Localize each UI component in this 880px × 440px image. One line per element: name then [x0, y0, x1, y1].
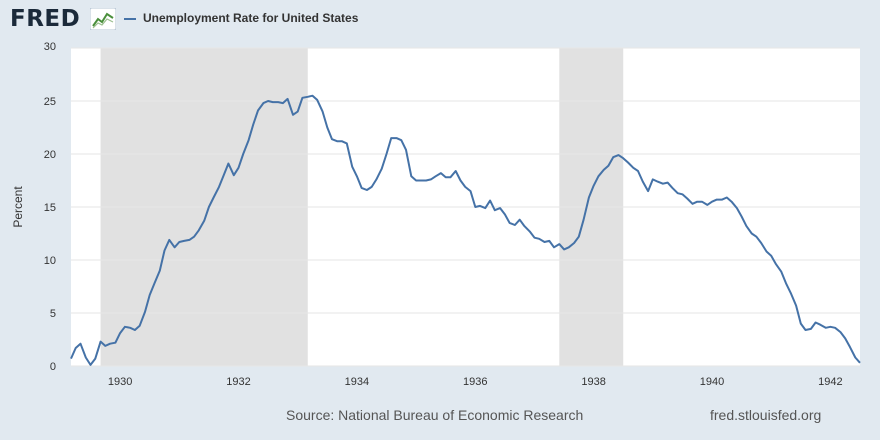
y-tick-label: 25 [44, 96, 56, 108]
series-layer [70, 94, 861, 366]
x-tick-label: 1936 [463, 376, 487, 388]
x-tick-label: 1930 [108, 376, 132, 388]
y-tick-label: 0 [50, 361, 56, 373]
gridlines [71, 47, 860, 367]
y-tick-label: 10 [44, 255, 56, 267]
site-link[interactable]: fred.stlouisfed.org [710, 407, 822, 423]
x-tick-label: 1934 [345, 376, 369, 388]
fred-logo[interactable]: FRED [10, 6, 81, 32]
legend-label[interactable]: Unemployment Rate for United States [143, 11, 359, 25]
chart-header: FRED Unemployment Rate for United States [0, 0, 880, 38]
y-tick-label: 30 [44, 41, 56, 53]
x-tick-label: 1938 [581, 376, 605, 388]
x-tick-label: 1932 [226, 376, 250, 388]
x-tick-label: 1942 [818, 376, 842, 388]
y-tick-label: 5 [50, 308, 56, 320]
y-tick-label: 20 [44, 149, 56, 161]
source-note: Source: National Bureau of Economic Rese… [286, 407, 584, 423]
line-chart-icon [90, 8, 116, 30]
x-axis-ticks: 1930 1932 1934 1936 1938 1940 1942 [108, 376, 843, 388]
x-tick-label: 1940 [700, 376, 724, 388]
y-axis-ticks: 0 5 10 15 20 25 30 [44, 41, 56, 373]
series-line [70, 94, 861, 366]
y-axis-title: Percent [11, 186, 25, 228]
y-tick-label: 15 [44, 202, 56, 214]
legend-line-swatch [124, 18, 136, 20]
